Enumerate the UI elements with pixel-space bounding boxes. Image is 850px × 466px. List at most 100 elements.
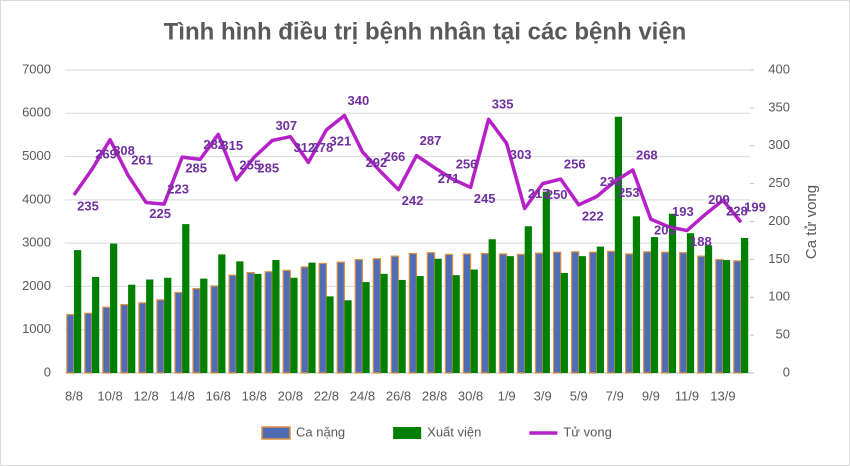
bar	[578, 256, 586, 373]
bar	[588, 251, 598, 374]
legend-label: Xuất viện	[427, 424, 481, 439]
x-tick-label: 14/8	[170, 388, 195, 403]
y2-axis-title: Ca tử vong	[803, 185, 820, 259]
bar	[110, 243, 118, 373]
bar	[92, 276, 100, 373]
bar	[272, 260, 280, 373]
x-tick-label: 1/9	[498, 388, 516, 403]
bar	[488, 239, 496, 373]
bar	[246, 271, 255, 374]
x-tick-label: 13/9	[710, 388, 735, 403]
bar	[218, 254, 226, 373]
bar	[300, 266, 309, 374]
y-tick-label: 3000	[22, 235, 51, 250]
legend-item: Ca nặng	[261, 424, 345, 440]
legend-swatch	[393, 427, 422, 439]
x-tick-label: 16/8	[206, 388, 231, 403]
bar	[668, 213, 677, 373]
legend-item: Tử vong	[529, 424, 612, 439]
y2-tick-label: 250	[768, 175, 790, 190]
x-tick-label: 7/9	[606, 388, 624, 403]
bar	[380, 273, 388, 373]
y2-tick-label: 300	[768, 137, 790, 152]
bar	[318, 262, 327, 374]
bar	[733, 260, 742, 374]
bar	[354, 258, 364, 374]
data-label: 287	[420, 133, 442, 148]
data-label: 203	[654, 223, 676, 238]
data-label: 315	[221, 138, 243, 153]
y2-tick-label: 50	[776, 327, 790, 342]
bar	[462, 253, 472, 374]
bar	[552, 251, 562, 374]
y-tick-label: 0	[44, 364, 51, 379]
data-label: 278	[312, 140, 334, 155]
data-label: 285	[257, 161, 279, 176]
y-tick-label: 4000	[22, 191, 51, 206]
data-label: 292	[366, 155, 388, 170]
y-tick-label: 2000	[22, 278, 51, 293]
data-label: 250	[546, 187, 568, 202]
x-tick-label: 3/9	[534, 388, 552, 403]
bar	[614, 116, 623, 374]
data-label: 308	[113, 143, 135, 158]
bar	[182, 224, 190, 373]
x-tick-label: 11/9	[675, 388, 699, 403]
bar	[686, 233, 695, 373]
data-label: 253	[618, 185, 640, 200]
x-tick-label: 24/8	[350, 388, 375, 403]
y2-tick-label: 350	[768, 99, 790, 114]
data-label: 303	[510, 147, 532, 162]
x-tick-label: 20/8	[278, 388, 303, 403]
bar	[740, 237, 749, 373]
data-label: 223	[167, 182, 189, 197]
y2-tick-label: 100	[768, 289, 790, 304]
data-label: 285	[185, 161, 207, 176]
line	[72, 113, 743, 233]
bar	[704, 245, 713, 373]
data-label: 256	[456, 157, 478, 172]
bar	[128, 284, 136, 373]
bar	[398, 279, 406, 373]
data-label: 312	[293, 140, 315, 155]
bar	[408, 252, 418, 374]
bar	[200, 278, 208, 373]
y2-tick-label: 0	[783, 364, 790, 379]
y-tick-label: 5000	[22, 148, 51, 163]
bar	[534, 252, 544, 374]
x-tick-label: 28/8	[422, 388, 447, 403]
bar	[336, 261, 346, 374]
bar	[120, 304, 129, 374]
data-label: 188	[690, 234, 712, 249]
data-label: 321	[330, 133, 352, 148]
data-label: 235	[77, 198, 99, 213]
bar	[372, 258, 382, 374]
bar	[643, 251, 652, 374]
bar	[516, 253, 526, 374]
y-tick-label: 7000	[22, 61, 51, 76]
legend-label: Ca nặng	[296, 424, 345, 439]
bar	[362, 282, 370, 373]
data-label: 340	[348, 93, 370, 108]
bar	[506, 256, 514, 373]
data-label: 307	[275, 118, 297, 133]
bar	[625, 253, 634, 374]
bar	[290, 277, 298, 373]
bar	[650, 237, 659, 373]
bar	[390, 255, 400, 374]
bar	[344, 300, 352, 373]
data-label: 242	[402, 193, 424, 208]
bar	[434, 258, 442, 373]
bar	[164, 277, 172, 373]
x-tick-label: 18/8	[242, 388, 267, 403]
data-label: 245	[474, 191, 496, 206]
bar	[480, 252, 490, 374]
data-label: 261	[131, 153, 153, 168]
bar	[138, 302, 147, 374]
x-tick-label: 22/8	[314, 388, 339, 403]
bar	[228, 274, 237, 374]
bar	[156, 299, 165, 374]
data-label: 217	[528, 186, 550, 201]
